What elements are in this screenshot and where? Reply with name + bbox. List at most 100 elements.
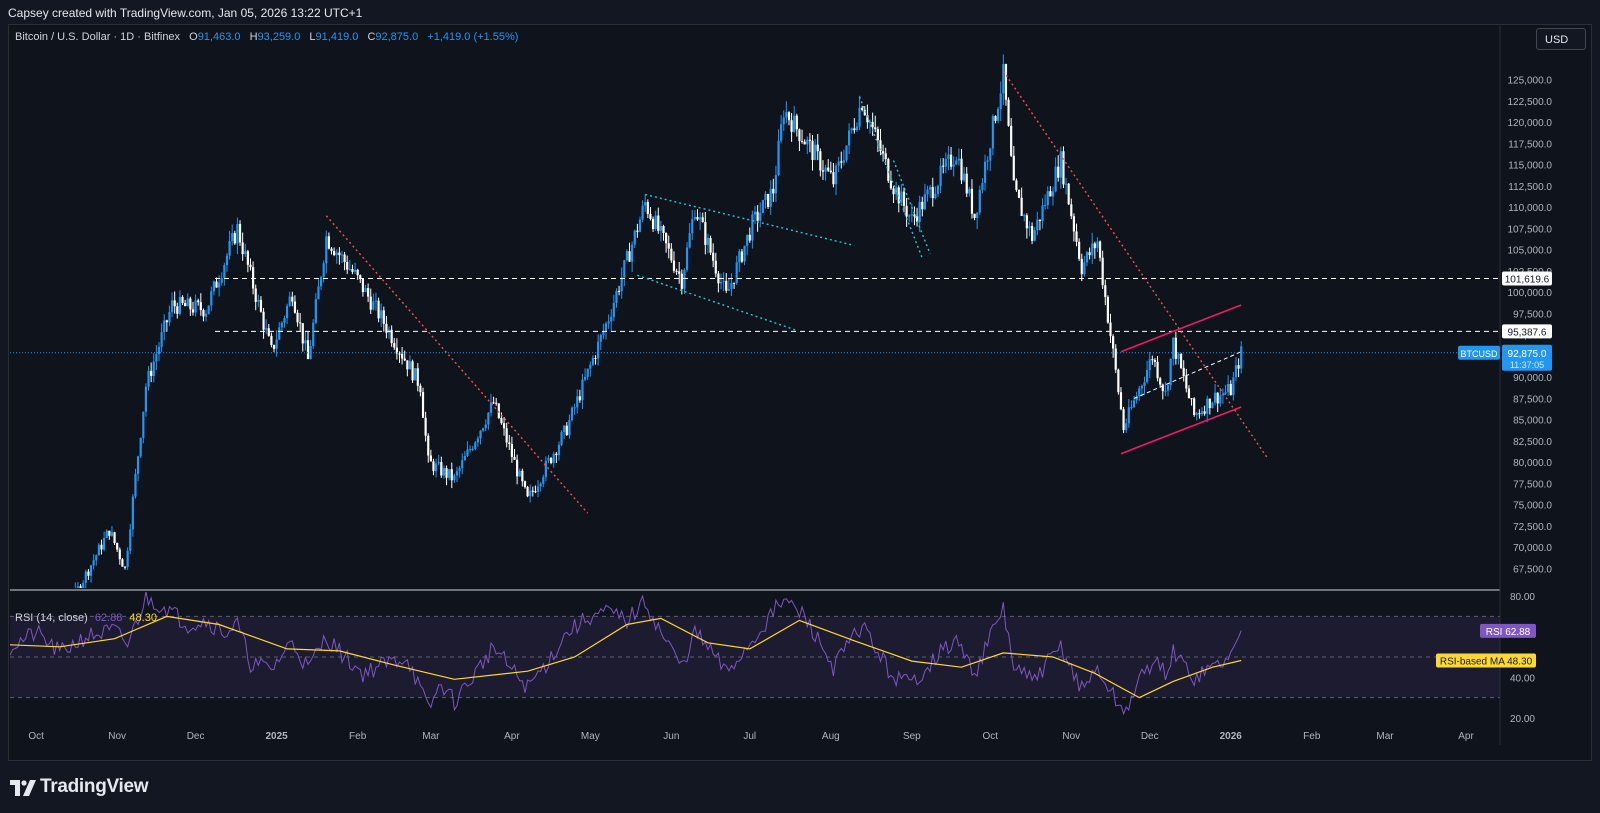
- caption-bar: Capsey created with TradingView.com, Jan…: [0, 0, 1600, 24]
- candle-body: [897, 187, 900, 204]
- candle-body: [482, 428, 485, 431]
- candle-body: [296, 312, 299, 323]
- candle-body: [539, 483, 542, 487]
- candle-body: [884, 153, 887, 160]
- candle-body: [170, 300, 174, 313]
- price-tick-label: 112,500.0: [1508, 182, 1552, 193]
- candle-body: [774, 175, 778, 194]
- candle-body: [735, 262, 738, 283]
- candle-body: [963, 173, 966, 181]
- candle-body: [437, 462, 440, 464]
- candle-body: [531, 490, 534, 492]
- candle-body: [189, 298, 192, 310]
- candle-body: [1143, 382, 1146, 386]
- candle-body: [215, 281, 218, 288]
- tradingview-logo[interactable]: TradingView: [10, 776, 149, 798]
- candle-body: [270, 335, 273, 345]
- candle-body: [981, 182, 984, 190]
- candle-body: [1198, 413, 1201, 415]
- candle-body: [411, 361, 414, 381]
- candle-body: [680, 273, 683, 289]
- candle-body: [952, 164, 955, 167]
- symbol-title[interactable]: Bitcoin / U.S. Dollar · 1D · Bitfinex: [15, 31, 181, 43]
- candle-body: [1130, 407, 1133, 409]
- candle-body: [1213, 392, 1217, 403]
- candle-body: [591, 357, 595, 365]
- candle-body: [983, 161, 987, 183]
- low-value: 91,419.0: [315, 31, 359, 43]
- candle-body: [487, 412, 490, 425]
- trendline-cyan-dotted: [892, 160, 931, 255]
- candle-body: [1010, 125, 1013, 156]
- time-tick-label: Dec: [187, 731, 205, 742]
- bar-countdown-label: 11:37:05: [1510, 360, 1544, 370]
- candle-body: [743, 245, 746, 262]
- candle-body: [1119, 392, 1123, 410]
- candle-body: [1169, 358, 1172, 386]
- candle-body: [474, 442, 477, 449]
- candle-body: [484, 424, 487, 429]
- candle-body: [1057, 166, 1060, 178]
- candle-body: [568, 420, 571, 435]
- candle-body: [1190, 398, 1193, 400]
- candle-body: [633, 230, 636, 245]
- candle-body: [848, 130, 851, 146]
- candle-body: [100, 544, 103, 550]
- candle-body: [471, 448, 474, 450]
- currency-button[interactable]: USD: [1536, 28, 1586, 50]
- candle-body: [461, 460, 464, 469]
- candle-body: [957, 158, 960, 161]
- candle-body: [1117, 369, 1120, 393]
- candle-body: [1015, 180, 1018, 190]
- candle-body: [25, 608, 27, 611]
- candle-body: [136, 456, 140, 474]
- brand-name: TradingView: [40, 776, 149, 797]
- candle-body: [583, 376, 587, 380]
- candle-body: [905, 205, 908, 217]
- candle-body: [722, 280, 725, 283]
- candle-body: [581, 379, 584, 401]
- candle-body: [968, 188, 971, 194]
- candle-body: [764, 193, 767, 201]
- time-tick-label: May: [581, 731, 600, 742]
- candle-body: [573, 407, 576, 409]
- candle-body: [429, 455, 432, 462]
- candle-body: [751, 214, 754, 241]
- open-label: O: [189, 31, 198, 43]
- candle-body: [502, 423, 506, 429]
- candle-body: [1164, 390, 1167, 392]
- candle-body: [641, 205, 644, 220]
- candle-body: [973, 213, 976, 219]
- candle-body: [382, 310, 385, 324]
- candle-body: [654, 215, 657, 229]
- price-tick-label: 100,000.0: [1508, 288, 1553, 299]
- time-tick-label: 2026: [1220, 731, 1243, 742]
- rsi-title[interactable]: RSI (14, close): [15, 612, 88, 624]
- candle-body: [994, 116, 997, 121]
- candle-body: [424, 417, 427, 436]
- candle-body: [921, 201, 924, 210]
- rsi-tick-label: 40.00: [1510, 673, 1535, 684]
- candle-body: [1085, 252, 1089, 263]
- candle-body: [432, 461, 435, 472]
- candle-body: [832, 172, 835, 185]
- candle-body: [163, 320, 166, 333]
- candle-body: [1148, 359, 1151, 370]
- time-tick-label: Feb: [1303, 731, 1321, 742]
- candle-body: [463, 456, 466, 461]
- candle-body: [547, 457, 550, 461]
- candle-body: [1177, 354, 1180, 359]
- price-tick-label: 75,000.0: [1513, 501, 1552, 512]
- candle-body: [265, 328, 268, 330]
- price-tick-label: 97,500.0: [1513, 309, 1552, 320]
- candle-body: [881, 151, 885, 154]
- candle-body: [1140, 385, 1143, 389]
- candle-body: [1033, 230, 1036, 241]
- high-value: 93,259.0: [257, 31, 301, 43]
- candle-body: [317, 286, 320, 300]
- candle-body: [14, 607, 16, 610]
- time-tick-label: Feb: [349, 731, 367, 742]
- candle-body: [576, 396, 579, 408]
- candle-body: [497, 403, 500, 419]
